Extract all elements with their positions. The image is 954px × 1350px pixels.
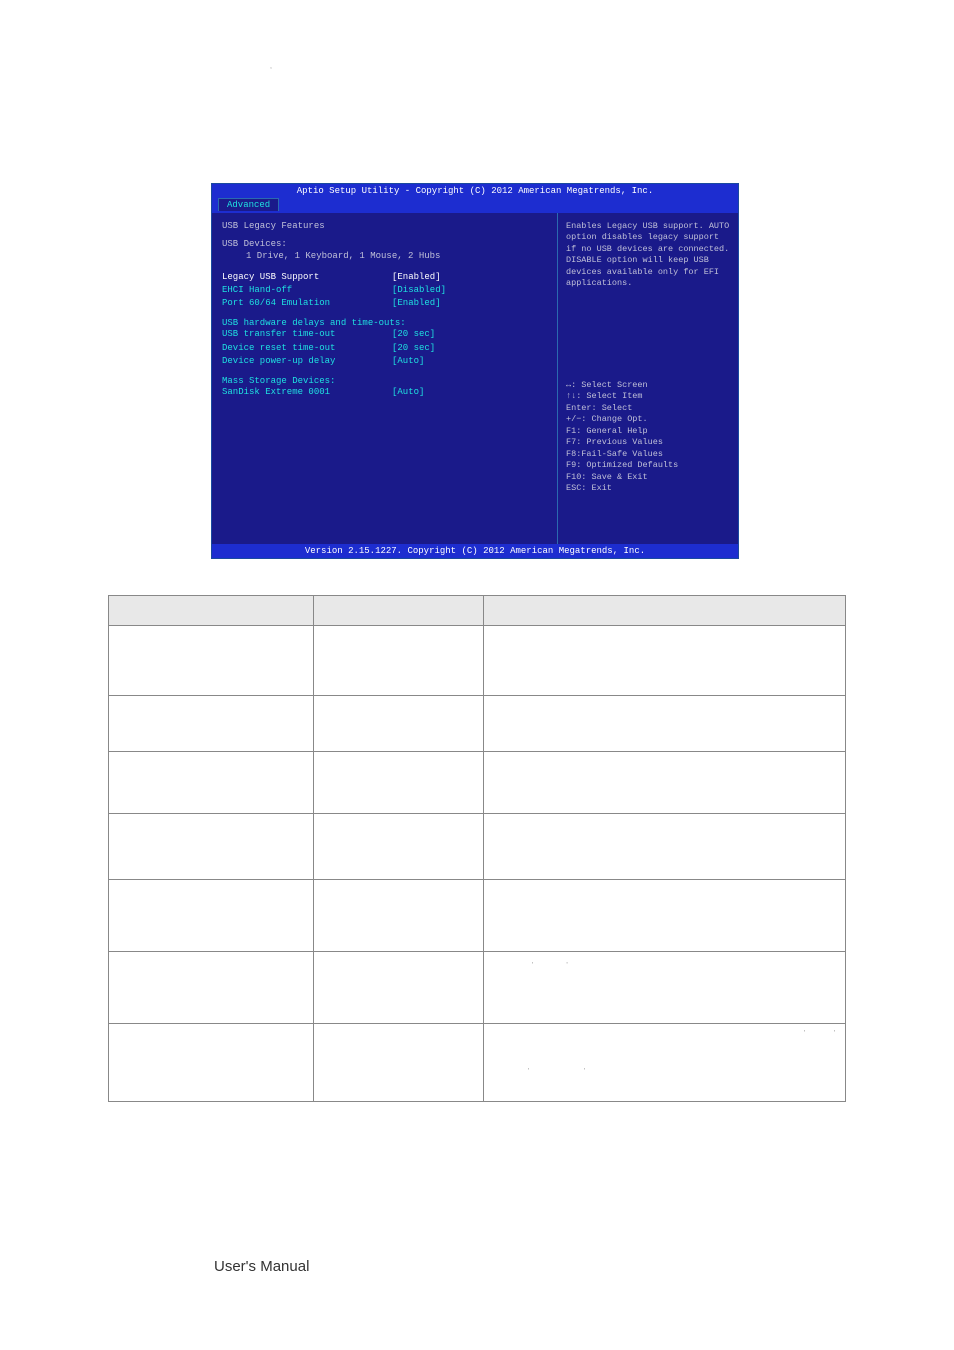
table-row: [109, 626, 846, 696]
table-row: ' ': [109, 952, 846, 1024]
nav-2: Enter: Select: [566, 403, 730, 414]
table-row: [109, 814, 846, 880]
option-label: Device reset time-out: [222, 342, 392, 354]
option-label: Legacy USB Support: [222, 271, 392, 283]
table-row: ' ' ' ': [109, 1024, 846, 1102]
option-value: [20 sec]: [392, 342, 435, 354]
tick-mark: ': [804, 1030, 805, 1037]
bios-body: USB Legacy Features USB Devices: 1 Drive…: [212, 213, 738, 549]
bios-left-panel: USB Legacy Features USB Devices: 1 Drive…: [212, 213, 558, 549]
th-3: [484, 596, 846, 626]
mass-heading: Mass Storage Devices:: [222, 376, 547, 386]
option-label: Device power-up delay: [222, 355, 392, 367]
table-header-row: [109, 596, 846, 626]
table-row: [109, 752, 846, 814]
option-transfer-timeout[interactable]: USB transfer time-out [20 sec]: [222, 328, 547, 340]
option-value: [Enabled]: [392, 271, 441, 283]
delays-heading: USB hardware delays and time-outs:: [222, 318, 547, 328]
option-ehci[interactable]: EHCI Hand-off [Disabled]: [222, 284, 547, 296]
option-legacy-usb[interactable]: Legacy USB Support [Enabled]: [222, 271, 547, 283]
nav-8: F10: Save & Exit: [566, 472, 730, 483]
bios-header: Aptio Setup Utility - Copyright (C) 2012…: [212, 184, 738, 198]
tab-advanced[interactable]: Advanced: [218, 198, 279, 211]
option-label: EHCI Hand-off: [222, 284, 392, 296]
option-value: [Auto]: [392, 386, 424, 398]
option-value: [20 sec]: [392, 328, 435, 340]
option-powerup-delay[interactable]: Device power-up delay [Auto]: [222, 355, 547, 367]
section-title: USB Legacy Features: [222, 221, 547, 231]
table-row: [109, 696, 846, 752]
bios-window: Aptio Setup Utility - Copyright (C) 2012…: [211, 183, 739, 559]
nav-1: ↑↓: Select Item: [566, 391, 730, 402]
tick-mark: ': [532, 962, 533, 969]
stray-comma: ,: [270, 63, 272, 70]
option-label: USB transfer time-out: [222, 328, 392, 340]
option-value: [Enabled]: [392, 297, 441, 309]
table-row: [109, 880, 846, 952]
bios-footer: Version 2.15.1227. Copyright (C) 2012 Am…: [212, 544, 738, 558]
tick-mark: ': [566, 962, 567, 969]
bios-right-panel: Enables Legacy USB support. AUTO option …: [558, 213, 738, 549]
tick-mark: ': [528, 1068, 529, 1075]
nav-9: ESC: Exit: [566, 483, 730, 494]
settings-table: ' ' ' ' ' ': [108, 595, 846, 1102]
nav-7: F9: Optimized Defaults: [566, 460, 730, 471]
usb-devices-info: 1 Drive, 1 Keyboard, 1 Mouse, 2 Hubs: [222, 251, 547, 261]
usb-devices-label: USB Devices:: [222, 239, 547, 249]
tick-mark: ': [584, 1068, 585, 1075]
option-value: [Auto]: [392, 355, 424, 367]
option-value: [Disabled]: [392, 284, 446, 296]
tick-mark: ': [834, 1030, 835, 1037]
nav-3: +/−: Change Opt.: [566, 414, 730, 425]
help-text: Enables Legacy USB support. AUTO option …: [566, 221, 730, 290]
nav-0: ↔: Select Screen: [566, 380, 730, 391]
th-2: [314, 596, 484, 626]
option-reset-timeout[interactable]: Device reset time-out [20 sec]: [222, 342, 547, 354]
th-1: [109, 596, 314, 626]
user-manual-label: User's Manual: [214, 1258, 309, 1275]
bios-tab-row: Advanced: [212, 198, 738, 213]
option-label: Port 60/64 Emulation: [222, 297, 392, 309]
option-label: SanDisk Extreme 0001: [222, 386, 392, 398]
nav-5: F7: Previous Values: [566, 437, 730, 448]
option-port6064[interactable]: Port 60/64 Emulation [Enabled]: [222, 297, 547, 309]
nav-6: F8:Fail-Safe Values: [566, 449, 730, 460]
option-mass-0[interactable]: SanDisk Extreme 0001 [Auto]: [222, 386, 547, 398]
nav-4: F1: General Help: [566, 426, 730, 437]
